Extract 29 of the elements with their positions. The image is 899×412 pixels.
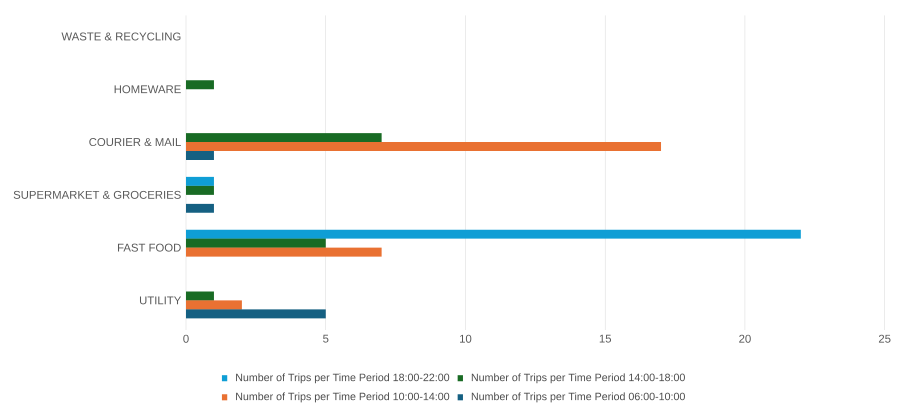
y-tick-label: SUPERMARKET & GROCERIES: [14, 190, 181, 199]
legend-label: Number of Trips per Time Period 06:00-10:00: [472, 392, 685, 402]
bar: [186, 291, 214, 300]
y-tick-label: COURIER & MAIL: [89, 138, 181, 146]
x-tick-label: 15: [600, 334, 612, 343]
legend-label: Number of Trips per Time Period 10:00-14:00: [236, 392, 450, 402]
x-tick-label: 5: [323, 334, 328, 343]
y-tick-label: FAST FOOD: [118, 244, 181, 252]
x-tick-label: 25: [878, 334, 890, 343]
bar: [186, 186, 214, 195]
bar: [186, 151, 214, 160]
bar: [186, 300, 242, 310]
bar: [186, 133, 382, 142]
x-tick-label: 0: [183, 334, 189, 343]
y-tick-label: UTILITY: [140, 296, 182, 304]
bar: [186, 204, 214, 213]
bar: [186, 309, 326, 318]
y-tick-label: HOMEWARE: [114, 85, 181, 94]
legend-label: Number of Trips per Time Period 18:00-22:00: [236, 373, 450, 384]
y-tick-label: WASTE & RECYCLING: [61, 32, 180, 40]
legend-label: Number of Trips per Time Period 14:00-18:00: [472, 373, 685, 384]
bar: [186, 248, 382, 257]
bar: [186, 142, 662, 152]
bar: [186, 176, 214, 186]
bar: [186, 238, 326, 248]
bar: [186, 230, 801, 239]
x-tick-label: 10: [460, 334, 472, 343]
bar: [186, 80, 214, 90]
x-tick-label: 20: [739, 334, 751, 343]
